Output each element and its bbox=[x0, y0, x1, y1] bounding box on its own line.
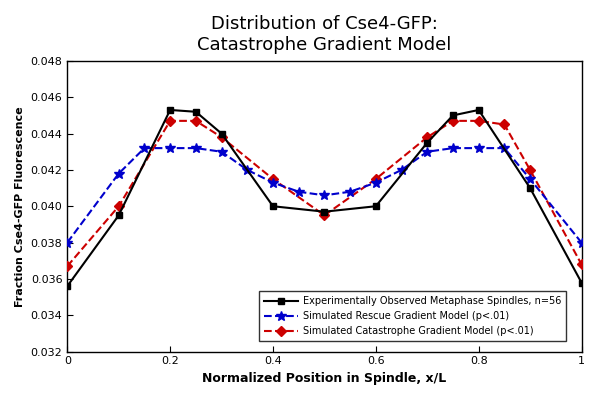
Simulated Catastrophe Gradient Model (p<.01) bbox=[501, 122, 508, 127]
Simulated Rescue Gradient Model (p<.01) bbox=[501, 146, 508, 150]
Simulated Rescue Gradient Model (p<.01) bbox=[218, 149, 225, 154]
Simulated Catastrophe Gradient Model (p<.01) bbox=[526, 168, 533, 172]
Simulated Rescue Gradient Model (p<.01) bbox=[244, 168, 251, 172]
Line: Simulated Rescue Gradient Model (p<.01): Simulated Rescue Gradient Model (p<.01) bbox=[62, 143, 586, 248]
Experimentally Observed Metaphase Spindles, n=56 bbox=[64, 284, 71, 288]
Simulated Rescue Gradient Model (p<.01) bbox=[372, 180, 379, 185]
Simulated Catastrophe Gradient Model (p<.01) bbox=[372, 176, 379, 181]
X-axis label: Normalized Position in Spindle, x/L: Normalized Position in Spindle, x/L bbox=[202, 372, 446, 385]
Experimentally Observed Metaphase Spindles, n=56 bbox=[321, 209, 328, 214]
Simulated Catastrophe Gradient Model (p<.01) bbox=[424, 135, 431, 140]
Simulated Catastrophe Gradient Model (p<.01) bbox=[269, 176, 277, 181]
Experimentally Observed Metaphase Spindles, n=56 bbox=[269, 204, 277, 209]
Simulated Catastrophe Gradient Model (p<.01) bbox=[192, 118, 199, 123]
Experimentally Observed Metaphase Spindles, n=56 bbox=[372, 204, 379, 209]
Simulated Rescue Gradient Model (p<.01) bbox=[398, 168, 405, 172]
Simulated Catastrophe Gradient Model (p<.01) bbox=[218, 135, 225, 140]
Simulated Catastrophe Gradient Model (p<.01) bbox=[321, 213, 328, 218]
Simulated Rescue Gradient Model (p<.01) bbox=[475, 146, 482, 150]
Simulated Catastrophe Gradient Model (p<.01) bbox=[475, 118, 482, 123]
Simulated Catastrophe Gradient Model (p<.01) bbox=[578, 262, 585, 267]
Experimentally Observed Metaphase Spindles, n=56 bbox=[192, 109, 199, 114]
Simulated Rescue Gradient Model (p<.01) bbox=[424, 149, 431, 154]
Experimentally Observed Metaphase Spindles, n=56 bbox=[449, 113, 457, 118]
Simulated Rescue Gradient Model (p<.01) bbox=[269, 180, 277, 185]
Line: Experimentally Observed Metaphase Spindles, n=56: Experimentally Observed Metaphase Spindl… bbox=[64, 106, 585, 290]
Experimentally Observed Metaphase Spindles, n=56 bbox=[167, 108, 174, 112]
Experimentally Observed Metaphase Spindles, n=56 bbox=[475, 108, 482, 112]
Simulated Rescue Gradient Model (p<.01) bbox=[449, 146, 457, 150]
Line: Simulated Catastrophe Gradient Model (p<.01): Simulated Catastrophe Gradient Model (p<… bbox=[64, 117, 585, 270]
Title: Distribution of Cse4-GFP:
Catastrophe Gradient Model: Distribution of Cse4-GFP: Catastrophe Gr… bbox=[197, 15, 452, 54]
Simulated Catastrophe Gradient Model (p<.01) bbox=[64, 264, 71, 268]
Simulated Rescue Gradient Model (p<.01) bbox=[192, 146, 199, 150]
Experimentally Observed Metaphase Spindles, n=56 bbox=[424, 140, 431, 145]
Experimentally Observed Metaphase Spindles, n=56 bbox=[218, 131, 225, 136]
Simulated Rescue Gradient Model (p<.01) bbox=[64, 240, 71, 245]
Simulated Rescue Gradient Model (p<.01) bbox=[167, 146, 174, 150]
Simulated Catastrophe Gradient Model (p<.01) bbox=[115, 204, 122, 209]
Simulated Catastrophe Gradient Model (p<.01) bbox=[449, 118, 457, 123]
Simulated Catastrophe Gradient Model (p<.01) bbox=[167, 118, 174, 123]
Simulated Rescue Gradient Model (p<.01) bbox=[295, 189, 302, 194]
Experimentally Observed Metaphase Spindles, n=56 bbox=[115, 213, 122, 218]
Simulated Rescue Gradient Model (p<.01) bbox=[526, 176, 533, 181]
Simulated Rescue Gradient Model (p<.01) bbox=[141, 146, 148, 150]
Simulated Rescue Gradient Model (p<.01) bbox=[321, 193, 328, 198]
Simulated Rescue Gradient Model (p<.01) bbox=[347, 189, 354, 194]
Experimentally Observed Metaphase Spindles, n=56 bbox=[578, 280, 585, 285]
Y-axis label: Fraction Cse4-GFP Fluorescence: Fraction Cse4-GFP Fluorescence bbox=[15, 106, 25, 306]
Legend: Experimentally Observed Metaphase Spindles, n=56, Simulated Rescue Gradient Mode: Experimentally Observed Metaphase Spindl… bbox=[259, 292, 566, 341]
Simulated Rescue Gradient Model (p<.01) bbox=[578, 240, 585, 245]
Simulated Rescue Gradient Model (p<.01) bbox=[115, 171, 122, 176]
Experimentally Observed Metaphase Spindles, n=56 bbox=[526, 186, 533, 190]
